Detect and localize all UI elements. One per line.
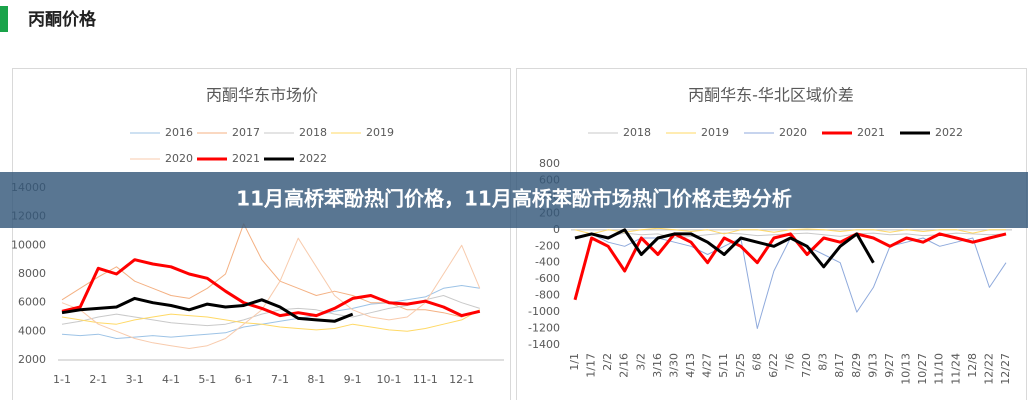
legend-label: 2021 bbox=[232, 152, 260, 165]
x-tick-label: 7-1 bbox=[271, 373, 289, 386]
legend-label: 2018 bbox=[299, 126, 327, 139]
legend-label: 2020 bbox=[165, 152, 193, 165]
x-tick-label: 3/2 bbox=[634, 353, 647, 371]
x-tick-label: 4-1 bbox=[162, 373, 180, 386]
x-tick-label: 6/22 bbox=[767, 353, 780, 378]
series-line bbox=[574, 227, 1006, 235]
y-tick-label: 8000 bbox=[18, 267, 46, 280]
x-tick-label: 9-1 bbox=[344, 373, 362, 386]
x-tick-label: 1/1 bbox=[568, 353, 581, 371]
x-tick-label: 4/27 bbox=[701, 353, 714, 378]
x-tick-label: 8/3 bbox=[817, 353, 830, 371]
series-line bbox=[574, 233, 1007, 329]
legend-label: 2022 bbox=[299, 152, 327, 165]
x-tick-label: 3-1 bbox=[126, 373, 144, 386]
header-title: 丙酮价格 bbox=[28, 9, 97, 30]
legend-label: 2017 bbox=[232, 126, 260, 139]
y-tick-label: -400 bbox=[535, 256, 560, 269]
x-tick-label: 6-1 bbox=[235, 373, 253, 386]
y-tick-label: 10000 bbox=[11, 238, 46, 251]
x-tick-label: 6/8 bbox=[750, 353, 763, 371]
x-tick-label: 7/20 bbox=[800, 353, 813, 378]
y-tick-label: -200 bbox=[535, 239, 560, 252]
banner bbox=[0, 172, 1028, 228]
x-tick-label: 5/25 bbox=[734, 353, 747, 378]
x-tick-label: 3/16 bbox=[651, 353, 664, 378]
legend-label: 2021 bbox=[857, 126, 885, 139]
series-line bbox=[61, 237, 481, 349]
x-tick-label: 2-1 bbox=[89, 373, 107, 386]
series-line bbox=[574, 228, 875, 269]
legend-label: 2018 bbox=[623, 126, 651, 139]
legend-label: 2019 bbox=[366, 126, 394, 139]
header-accent bbox=[0, 6, 8, 32]
legend-label: 2020 bbox=[779, 126, 807, 139]
x-tick-label: 10-1 bbox=[377, 373, 402, 386]
y-tick-label: -800 bbox=[535, 289, 560, 302]
x-tick-label: 3/30 bbox=[667, 353, 680, 378]
series-line bbox=[61, 258, 481, 318]
y-tick-label: -1400 bbox=[528, 338, 560, 351]
x-tick-label: 1/17 bbox=[585, 353, 598, 378]
x-tick-label: 2/2 bbox=[601, 353, 614, 371]
x-tick-label: 5/11 bbox=[717, 353, 730, 378]
legend-label: 2019 bbox=[701, 126, 729, 139]
series-line bbox=[573, 232, 1007, 301]
y-tick-label: 6000 bbox=[18, 296, 46, 309]
panel bbox=[12, 68, 511, 400]
x-tick-label: 10/13 bbox=[900, 353, 913, 385]
x-tick-label: 7/6 bbox=[784, 353, 797, 371]
series-line bbox=[61, 309, 481, 332]
charts: 丙酮华东市场价20004000600080001000012000140001-… bbox=[11, 86, 1012, 386]
x-tick-label: 2/16 bbox=[618, 353, 631, 378]
x-tick-label: 1-1 bbox=[53, 373, 71, 386]
y-tick-label: 4000 bbox=[18, 324, 46, 337]
x-tick-label: 4/13 bbox=[684, 353, 697, 378]
chart-title: 丙酮华东-华北区域价差 bbox=[688, 86, 854, 105]
chart-title: 丙酮华东市场价 bbox=[206, 86, 318, 105]
x-tick-label: 12/8 bbox=[966, 353, 979, 378]
x-tick-label: 11/24 bbox=[949, 353, 962, 385]
legend-label: 2016 bbox=[165, 126, 193, 139]
y-tick-label: -1000 bbox=[528, 305, 560, 318]
series-line bbox=[61, 296, 354, 323]
x-tick-label: 12/22 bbox=[982, 353, 995, 385]
x-tick-label: 8-1 bbox=[307, 373, 325, 386]
x-tick-label: 9/27 bbox=[883, 353, 896, 378]
x-tick-label: 12-1 bbox=[449, 373, 474, 386]
x-tick-label: 12/27 bbox=[999, 353, 1012, 385]
x-tick-label: 8/29 bbox=[850, 353, 863, 378]
x-tick-label: 8/17 bbox=[833, 353, 846, 378]
y-tick-label: 2000 bbox=[18, 353, 46, 366]
x-tick-label: 11-1 bbox=[413, 373, 438, 386]
y-tick-label: -1200 bbox=[528, 322, 560, 335]
legend-label: 2022 bbox=[935, 126, 963, 139]
x-tick-label: 9/13 bbox=[866, 353, 879, 378]
banner-text: 11月高桥苯酚热门价格，11月高桥苯酚市场热门价格走势分析 bbox=[236, 187, 792, 211]
y-tick-label: 0 bbox=[553, 223, 560, 236]
x-tick-label: 5-1 bbox=[198, 373, 216, 386]
x-tick-label: 10/27 bbox=[916, 353, 929, 385]
panel bbox=[516, 68, 1027, 400]
y-tick-label: -600 bbox=[535, 272, 560, 285]
series-line bbox=[61, 223, 480, 318]
x-tick-label: 11/10 bbox=[933, 353, 946, 385]
y-tick-label: 800 bbox=[539, 157, 560, 170]
